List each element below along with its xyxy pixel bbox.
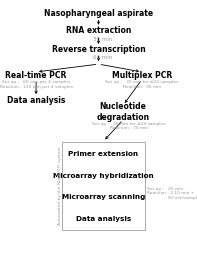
Text: Real-time PCR: Real-time PCR bbox=[5, 71, 67, 80]
Text: Set up :   45 min
Reaction : 2:10 min +
               30 min/sample: Set up : 45 min Reaction : 2:10 min + 30… bbox=[147, 187, 197, 200]
Text: Nasopharyngeal aspirate: Nasopharyngeal aspirate bbox=[44, 9, 153, 18]
Text: Microarray scanning: Microarray scanning bbox=[61, 194, 145, 200]
Text: 30 min: 30 min bbox=[93, 37, 112, 41]
Text: Automated by the NimblTITI system: Automated by the NimblTITI system bbox=[58, 146, 62, 225]
Text: Primer extension: Primer extension bbox=[68, 151, 138, 157]
Text: Reverse transcription: Reverse transcription bbox=[52, 45, 145, 54]
Text: Data analysis: Data analysis bbox=[76, 216, 131, 222]
Text: Set up :   60 min per 4 samples
Reaction : 120 min per 4 samples: Set up : 60 min per 4 samples Reaction :… bbox=[0, 80, 72, 89]
Text: Data analysis: Data analysis bbox=[7, 96, 65, 105]
Text: RNA extraction: RNA extraction bbox=[66, 26, 131, 35]
Text: Nucleotide
degradation: Nucleotide degradation bbox=[97, 102, 150, 122]
Text: Multiplex PCR: Multiplex PCR bbox=[112, 71, 172, 80]
Text: 60 min: 60 min bbox=[93, 55, 112, 60]
Text: Set up :   15 min for ≤24 samples
Reaction : 70 min: Set up : 15 min for ≤24 samples Reaction… bbox=[92, 122, 165, 130]
Text: Set up :   30 min for ≤24 samples
Reaction : 90 min: Set up : 30 min for ≤24 samples Reaction… bbox=[105, 80, 179, 89]
Text: Microarray hybridization: Microarray hybridization bbox=[53, 173, 154, 179]
Bar bbox=[62, 142, 145, 230]
